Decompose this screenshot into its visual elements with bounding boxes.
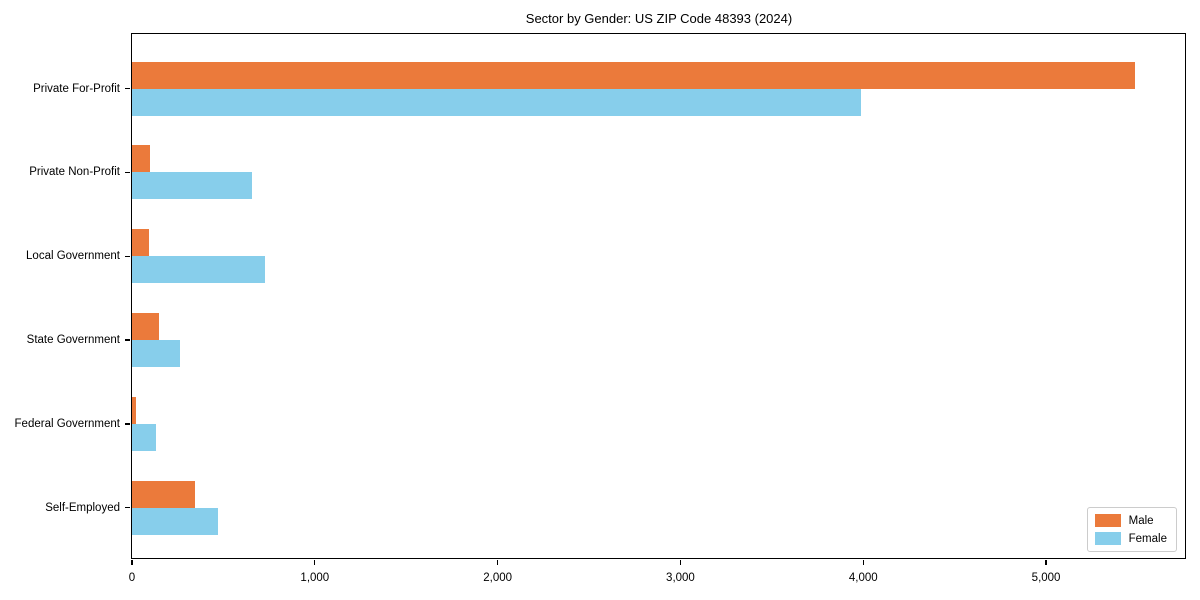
bar-female-state-government (132, 340, 181, 368)
y-axis-label-state-government: State Government (26, 334, 120, 347)
bar-female-self-employed (132, 507, 218, 535)
bar-female-private-for-profit (132, 88, 862, 116)
bar-female-private-non-profit (132, 172, 252, 200)
x-tick-mark (1045, 560, 1047, 565)
x-tick-mark (131, 560, 133, 565)
bar-female-federal-government (132, 423, 156, 451)
male-series-swatch (1094, 514, 1121, 527)
x-tick-mark (862, 560, 864, 565)
bar-male-federal-government (132, 396, 136, 424)
legend-item-female: Female (1094, 532, 1167, 545)
y-axis-label-self-employed: Self-Employed (45, 501, 120, 514)
x-axis-tick-label: 4,000 (848, 572, 878, 584)
x-axis-tick-label: 3,000 (666, 572, 695, 584)
x-tick-mark (496, 560, 499, 565)
legend-item-male: Male (1094, 514, 1167, 527)
y-tick-mark (125, 171, 130, 173)
bar-male-local-government (132, 229, 150, 257)
legend-label-female: Female (1128, 532, 1167, 545)
y-axis-label-federal-government: Federal Government (14, 417, 120, 430)
legend: Male Female (1086, 507, 1177, 552)
y-tick-mark (125, 507, 130, 509)
y-axis-label-private-for-profit: Private For-Profit (33, 82, 120, 95)
y-tick-mark (125, 339, 130, 341)
bar-male-state-government (132, 313, 159, 341)
y-tick-mark (125, 255, 130, 257)
bar-female-local-government (132, 256, 266, 284)
legend-label-male: Male (1128, 514, 1154, 527)
x-axis-tick-label: 1,000 (300, 572, 330, 584)
x-axis-tick-label: 0 (128, 572, 136, 584)
chart-title: Sector by Gender: US ZIP Code 48393 (202… (525, 11, 793, 26)
x-tick-mark (314, 560, 316, 565)
bar-male-private-for-profit (132, 61, 1135, 89)
y-tick-mark (125, 423, 130, 425)
y-axis-label-private-non-profit: Private Non-Profit (29, 166, 120, 179)
y-tick-mark (125, 87, 130, 90)
female-series-swatch (1094, 532, 1121, 545)
bar-male-private-non-profit (132, 145, 151, 173)
bar-male-self-employed (132, 480, 196, 508)
x-tick-mark (679, 560, 682, 565)
y-axis-label-local-government: Local Government (26, 250, 120, 263)
x-axis-tick-label: 2,000 (483, 572, 513, 584)
plot-area: Male Female Private For-Profit Private No… (15, 33, 1186, 584)
x-axis-tick-label: 5,000 (1031, 572, 1061, 584)
